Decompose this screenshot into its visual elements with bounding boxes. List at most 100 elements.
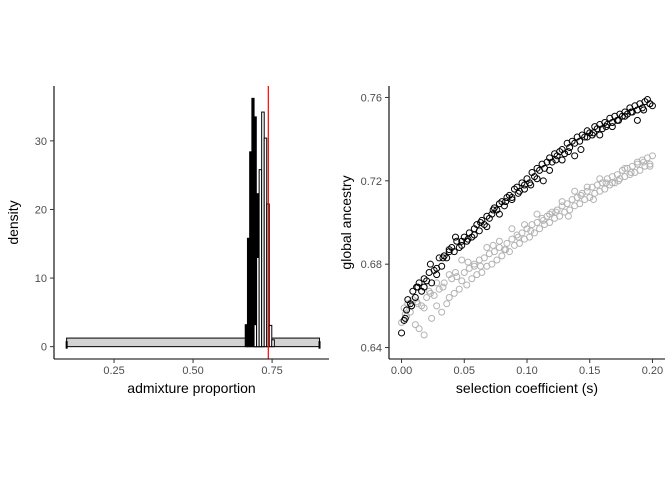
scatter-point [480,254,488,262]
scatter-point [520,221,528,229]
scatter-point [408,302,416,310]
scatter-point [473,221,481,229]
scatter-point [500,202,508,210]
scatter-point [564,148,572,156]
scatter-point [451,233,459,241]
scatter-point [483,244,491,252]
scatter-point [566,206,574,214]
scatter-point [573,193,581,201]
scatter-point [646,162,654,170]
scatter-point [576,200,584,208]
scatter-point [470,231,478,239]
scatter-point [564,212,572,220]
scatter-point [401,314,409,322]
scatter-point [411,321,419,329]
x-axis-title: selection coefficient (s) [456,380,598,396]
scatter-point [420,331,428,339]
scatter-point [502,198,510,206]
scatter-point [458,237,466,245]
x-tick-label: 0.05 [454,365,475,377]
scatter-point [627,168,635,176]
scatter-point [546,166,554,174]
scatter-point [576,137,584,145]
histogram-bar [268,324,273,348]
scatter-point [586,193,594,201]
scatter-point [490,248,498,256]
scatter-point [477,262,485,270]
scatter-point [455,285,463,293]
scatter-point [533,175,541,183]
scatter-point [577,191,585,199]
scatter-point [566,143,574,151]
y-tick-label: 20 [35,204,47,216]
y-tick-label: 0 [41,342,47,354]
scatter-point [577,146,585,154]
x-tick-label: 0.20 [642,365,663,377]
scatter-point [445,271,453,279]
scatter-point [450,289,458,297]
histogram-bar [66,337,321,348]
scatter-point [520,185,528,193]
scatter-point [414,300,422,308]
scatter-point [514,189,522,197]
scatter-point [453,237,461,245]
scatter-point [415,279,423,287]
scatter-point [536,225,544,233]
scatter-point [640,158,648,166]
histogram-bar [271,339,275,348]
scatter-point [435,285,443,293]
x-tick-label: 0.50 [182,365,203,377]
scatter-point [583,183,591,191]
scatter-point [608,179,616,187]
scatter-point [477,219,485,226]
y-tick-label: 0.72 [361,176,382,188]
scatter-point [489,241,497,249]
scatter-point [627,108,635,116]
scatter-point [508,196,516,204]
scatter-point [601,185,609,193]
scatter-point [508,225,516,233]
scatter-point [527,227,535,235]
scatter-point [518,229,526,237]
scatter-point [420,304,428,312]
scatter-point [646,100,654,108]
scatter-point [514,233,522,241]
scatter-point [463,281,471,289]
scatter-point [426,289,434,297]
scatter-point [615,116,623,124]
scatter-point [633,160,641,168]
scatter-point [546,219,554,226]
scatter-point [508,193,516,201]
scatter-point [489,206,497,214]
scatter-point [488,210,496,218]
scatter-point [460,269,468,277]
scatter-point [546,210,554,218]
scatter-point [464,258,472,266]
scatter-point [636,166,644,174]
scatter-point [420,283,428,291]
scatter-point [475,227,483,235]
scatter-point [646,160,654,168]
scatter-point [608,123,616,131]
y-tick-label: 0.76 [361,92,382,104]
scatter-point [581,133,589,141]
scatter-point [508,235,516,243]
y-tick-label: 10 [35,273,47,285]
scatter-point [428,279,436,287]
scatter-point [598,125,606,133]
scatter-point [596,131,604,139]
x-tick-label: 0.25 [103,365,124,377]
x-tick-label: 0.10 [516,365,537,377]
scatter-point [464,235,472,243]
scatter-point [611,179,619,187]
scatter-point [503,239,511,247]
scatter-point [458,256,466,264]
scatter-point [439,283,447,291]
scatter-point [531,229,539,237]
scatter-point [589,196,597,204]
scatter-point [415,325,423,333]
scatter-point [548,158,556,166]
scatter-point [621,164,629,172]
y-tick-label: 30 [35,136,47,148]
